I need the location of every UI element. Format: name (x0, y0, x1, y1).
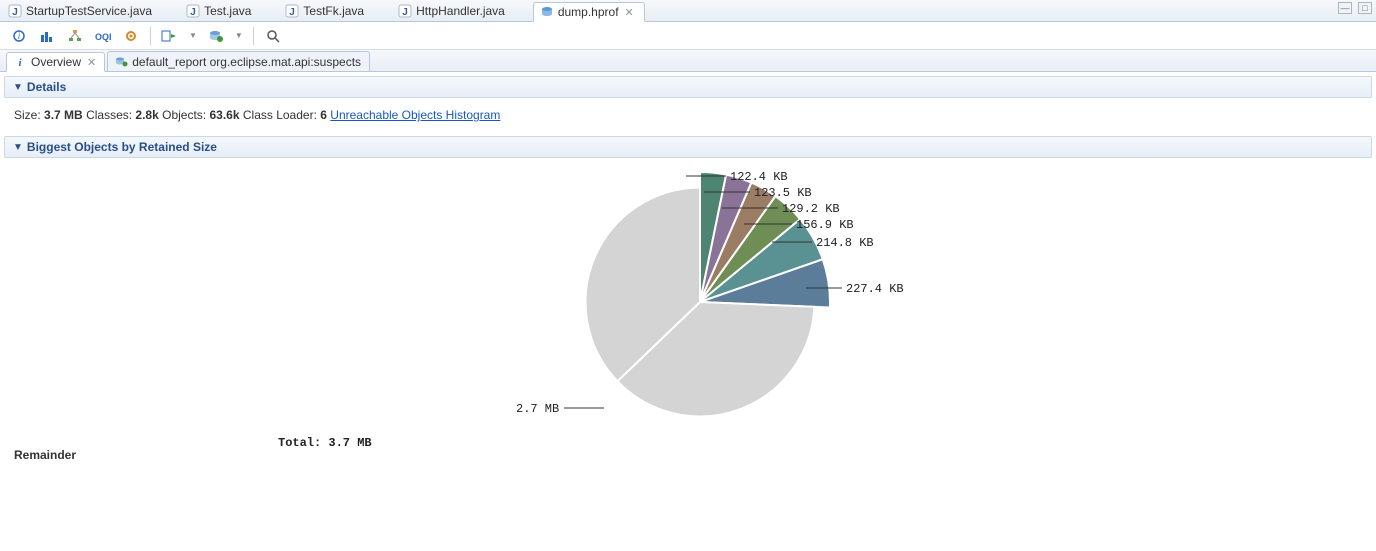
tab-label: Test.java (204, 4, 251, 18)
svg-text:J: J (190, 7, 196, 18)
window-controls: — □ (1338, 2, 1372, 14)
tab-label: HttpHandler.java (416, 4, 505, 18)
collapse-icon: ▼ (13, 142, 23, 153)
query-browser-icon[interactable] (207, 27, 225, 45)
pie-chart-area: 122.4 KB 123.5 KB 129.2 KB 156.9 KB 214.8 KB… (0, 162, 1376, 442)
svg-text:i: i (18, 31, 21, 41)
svg-text:J: J (12, 7, 18, 18)
java-file-icon: J (398, 4, 412, 18)
dominator-tree-icon[interactable] (66, 27, 84, 45)
editor-tab[interactable]: dump.hprof ✕ (533, 2, 645, 22)
run-expert-icon[interactable] (161, 27, 179, 45)
svg-text:i: i (18, 57, 22, 68)
close-icon[interactable]: ✕ (87, 56, 96, 69)
section-biggest-header[interactable]: ▼ Biggest Objects by Retained Size (4, 136, 1372, 158)
mat-toolbar: i OQL ▼ ▼ (0, 22, 1376, 50)
pie-slice-label: 123.5 KB (754, 186, 812, 200)
tab-label: default_report org.eclipse.mat.api:suspe… (132, 55, 361, 69)
classes-value: 2.8k (135, 108, 158, 122)
svg-text:J: J (290, 7, 296, 18)
tab-label: StartupTestService.java (26, 4, 152, 18)
editor-tab[interactable]: J StartupTestService.java (2, 1, 162, 21)
inner-tabbar: i Overview ✕ default_report org.eclipse.mat… (0, 50, 1376, 72)
inner-tab[interactable]: i Overview ✕ (6, 52, 105, 72)
editor-tab[interactable]: J TestFk.java (279, 1, 374, 21)
java-file-icon: J (8, 4, 22, 18)
maximize-icon[interactable]: □ (1358, 2, 1372, 14)
section-details-header[interactable]: ▼ Details (4, 76, 1372, 98)
objects-label: Objects: (162, 108, 206, 122)
java-file-icon: J (186, 4, 200, 18)
pie-slice-label: 156.9 KB (796, 218, 854, 232)
svg-text:J: J (402, 7, 408, 18)
editor-tab[interactable]: J HttpHandler.java (392, 1, 515, 21)
classes-label: Classes: (86, 108, 132, 122)
pie-slice-label: 214.8 KB (816, 236, 874, 250)
search-icon[interactable] (264, 27, 282, 45)
unreachable-link[interactable]: Unreachable Objects Histogram (330, 108, 500, 122)
oql-icon[interactable]: OQL (94, 27, 112, 45)
gear-icon[interactable] (122, 27, 140, 45)
toolbar-separator (253, 27, 254, 45)
tab-label: Overview (31, 55, 81, 69)
objects-value: 63.6k (209, 108, 239, 122)
histogram-icon[interactable] (38, 27, 56, 45)
tab-label: dump.hprof (558, 5, 619, 19)
section-title: Biggest Objects by Retained Size (27, 140, 217, 154)
pie-slice-label: 122.4 KB (730, 170, 788, 184)
classloader-label: Class Loader: (243, 108, 317, 122)
editor-tabbar: J StartupTestService.java J Test.java J TestF… (0, 0, 1376, 22)
heap-dump-icon (540, 5, 554, 19)
toolbar-separator (150, 27, 151, 45)
pie-slice-label: 129.2 KB (782, 202, 840, 216)
details-body: Size: 3.7 MB Classes: 2.8k Objects: 63.6… (0, 102, 1376, 132)
info-icon[interactable]: i (10, 27, 28, 45)
svg-text:OQL: OQL (95, 32, 111, 42)
editor-tab[interactable]: J Test.java (180, 1, 261, 21)
pie-slice-label: 227.4 KB (846, 282, 904, 296)
info-icon: i (13, 55, 27, 69)
collapse-icon: ▼ (13, 82, 23, 93)
chart-total-label: Total: 3.7 MB (278, 436, 372, 450)
pie-remainder-label: 2.7 MB (516, 402, 559, 416)
section-title: Details (27, 80, 66, 94)
dropdown-arrow-icon[interactable]: ▼ (189, 31, 197, 40)
minimize-icon[interactable]: — (1338, 2, 1352, 14)
java-file-icon: J (285, 4, 299, 18)
dropdown-arrow-icon[interactable]: ▼ (235, 31, 243, 40)
remainder-title: Remainder (0, 442, 1376, 468)
tab-label: TestFk.java (303, 4, 364, 18)
size-label: Size: (14, 108, 41, 122)
classloader-value: 6 (320, 108, 327, 122)
inner-tab[interactable]: default_report org.eclipse.mat.api:suspe… (107, 51, 370, 71)
close-icon[interactable]: ✕ (625, 6, 634, 19)
report-icon (114, 55, 128, 69)
size-value: 3.7 MB (44, 108, 83, 122)
